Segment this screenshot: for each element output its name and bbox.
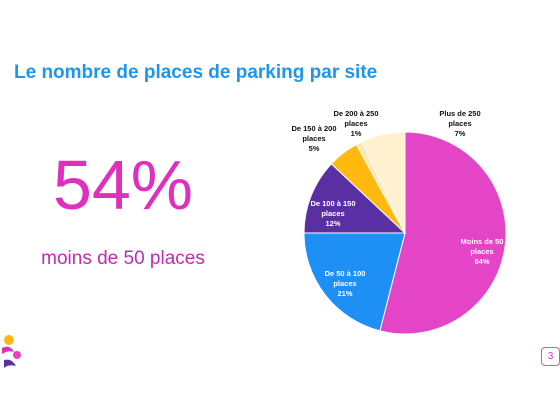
pie-slice bbox=[303, 232, 406, 332]
logo-icon bbox=[2, 335, 21, 368]
pie-slice-label: De 150 à 200 places 5% bbox=[291, 124, 336, 153]
slide-title: Le nombre de places de parking par site bbox=[14, 62, 378, 83]
pie-slice-label: De 100 à 150 places 12% bbox=[310, 199, 355, 228]
page-number-badge: 3 bbox=[541, 347, 560, 366]
pie-slice bbox=[379, 131, 507, 335]
pie-slice bbox=[361, 131, 406, 234]
pie-slice-label: Moins de 50 places 54% bbox=[461, 237, 504, 266]
pie-slice-label: De 200 à 250 places 1% bbox=[333, 109, 378, 138]
pie-slice bbox=[303, 163, 407, 234]
highlight-caption: moins de 50 places bbox=[41, 248, 205, 269]
pie-slice-label: De 50 à 100 places 21% bbox=[325, 269, 366, 298]
pie-slice-label: Plus de 250 places 7% bbox=[439, 109, 480, 138]
highlight-percentage: 54% bbox=[52, 146, 194, 224]
